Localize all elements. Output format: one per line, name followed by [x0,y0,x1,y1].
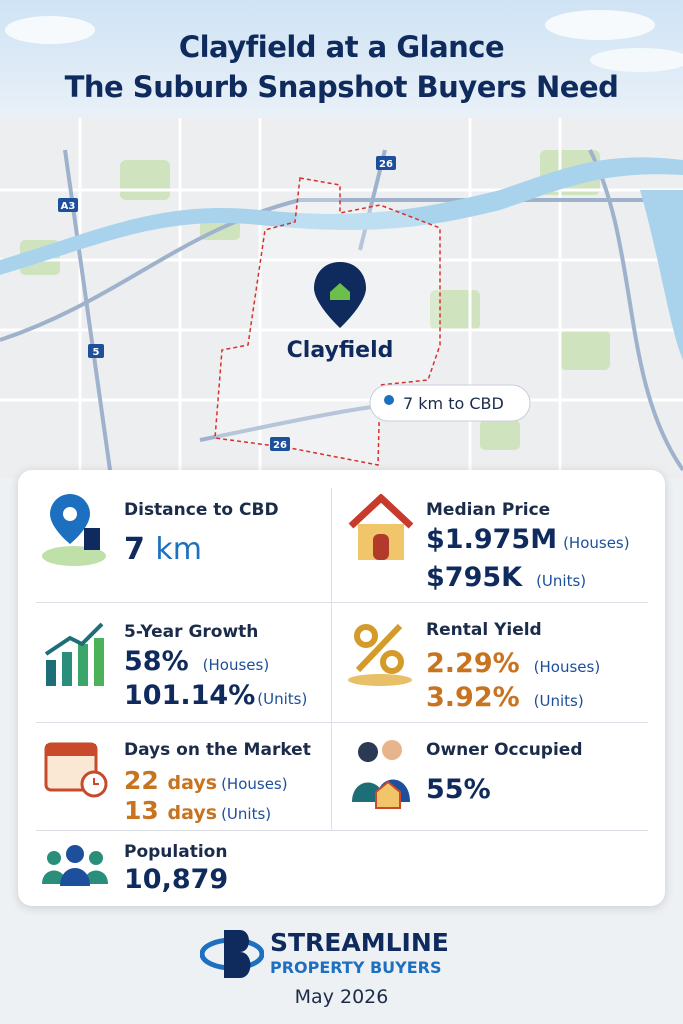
road-label: 26 [273,440,287,451]
stat-label: Rental Yield [426,620,542,640]
stat-note: (Houses) [202,656,270,674]
growth-icon [44,622,104,686]
road-label: 26 [379,159,393,170]
owners-icon [352,740,410,809]
title: The Suburb Snapshot Buyers Need [64,70,619,104]
suburb-label: Clayfield [287,338,394,363]
distance-icon [42,494,106,566]
stat-value: 10,879 [124,864,229,895]
stat-note: (Houses) [563,534,630,552]
distance-callout: 7 km to CBD [403,394,504,413]
stat-unit: km [155,532,202,567]
stat-value: 7 [124,532,145,567]
population-icon [42,845,108,886]
stat-note: (Units) [533,692,584,710]
stat-note: (Units) [221,805,272,823]
divider [331,488,332,830]
date: May 2026 [294,986,389,1008]
brand-tagline: PROPERTY BUYERS [270,958,442,977]
road-label: 5 [93,347,100,358]
stat-note: (Houses) [533,658,601,676]
stat-unit: days [167,772,218,794]
brand-name: STREAMLINE [270,928,449,957]
stat-value: 13 [124,796,159,825]
stat-value: $1.975M [426,524,558,555]
divider [36,830,648,831]
stat-note: (Houses) [221,775,288,793]
divider [36,722,648,723]
stat-note: (Units) [257,690,308,708]
stat-note: (Units) [536,572,587,590]
divider [36,602,648,603]
stat-label: Owner Occupied [426,740,583,760]
stat-unit: days [167,802,218,824]
stat-label: Days on the Market [124,740,311,760]
stat-value: 22 [124,766,159,795]
brand-logo [200,930,264,978]
stat-value: 58% [124,646,189,677]
stat-value: 2.29% [426,648,520,679]
road-label: A3 [61,201,76,212]
stat-value: $795K [426,562,523,593]
stat-label: Distance to CBD [124,500,279,520]
stat-label: Median Price [426,500,551,520]
stat-label: 5-Year Growth [124,622,259,642]
stat-value: 55% [426,774,491,805]
stat-value: 101.14% [124,680,256,711]
stat-value: 3.92% [426,682,520,713]
stat-label: Population [124,842,228,862]
percent-icon [348,623,412,686]
calendar-icon [44,742,108,798]
stats-card: Distance to CBD 7 km Median Price $1.975… [18,470,665,906]
house-icon [348,494,414,560]
title: Clayfield at a Glance [178,30,505,64]
